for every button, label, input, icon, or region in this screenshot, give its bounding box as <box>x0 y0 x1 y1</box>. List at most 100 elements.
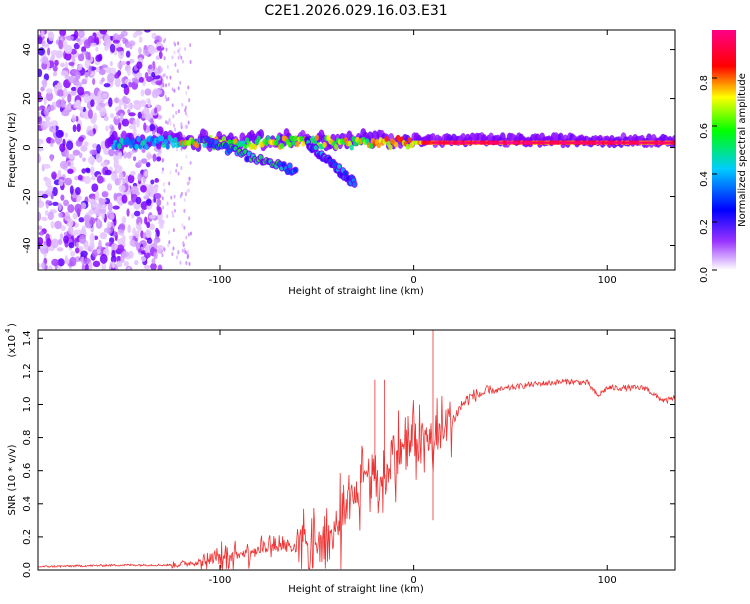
snr-xtick-label: -100 <box>209 575 232 586</box>
spectrogram-noise-cell <box>94 190 100 201</box>
spectrogram-noise-cell <box>172 246 175 251</box>
spectrogram-noise-cell <box>165 97 168 102</box>
spectrogram-noise-cell <box>109 113 115 119</box>
spectrogram-band-halo <box>111 130 118 141</box>
spectrogram-noise-cell <box>60 194 65 201</box>
spectrogram-noise-cell <box>168 181 171 186</box>
spectrogram-band-cell <box>173 137 178 144</box>
spectrogram-noise-cell <box>88 198 96 204</box>
spectrogram-noise-cell <box>63 199 70 207</box>
spectrogram-noise-cell <box>175 147 178 152</box>
spectrogram-noise-cell <box>168 118 171 123</box>
spectrogram-noise-cell <box>178 53 181 58</box>
spectrogram-noise-cell <box>140 89 145 97</box>
spectrogram-noise-cell <box>185 235 188 240</box>
spectrogram-noise-cell <box>136 61 143 70</box>
spectrogram-noise-cell <box>183 208 186 213</box>
spectrogram-noise-cell <box>121 234 126 243</box>
spectrogram-trace-cell <box>343 171 348 176</box>
spectrogram-noise-cell <box>135 196 142 205</box>
spectrogram-noise-cell <box>78 136 85 142</box>
spectrogram-noise-cell <box>168 230 171 235</box>
spectrogram-noise-cell <box>121 216 127 224</box>
spectrogram-noise-cell <box>78 217 85 223</box>
spectrogram-noise-cell <box>74 71 81 80</box>
spectrogram-noise-cell <box>161 170 164 175</box>
spectrogram-noise-cell <box>156 126 164 136</box>
spectrogram-noise-cell <box>187 120 190 125</box>
spectrogram-noise-cell <box>61 110 70 117</box>
spectrogram-noise-cell <box>142 49 150 57</box>
spectrogram-noise-cell <box>151 71 156 78</box>
spectrogram-noise-cell <box>173 194 176 199</box>
spectrogram-band-cell <box>312 139 318 146</box>
spectrogram-noise-cell <box>181 248 184 253</box>
spectrogram-noise-cell <box>64 177 73 186</box>
spectrogram-noise-cell <box>93 36 100 43</box>
spectrogram-noise-cell <box>85 168 91 174</box>
spectrogram-noise-cell <box>85 51 89 60</box>
spectrogram-noise-cell <box>156 45 165 52</box>
spectrogram-noise-cell <box>187 188 190 193</box>
spectrogram-noise-cell <box>157 264 163 270</box>
spectrogram-band-cell <box>376 142 381 149</box>
spectrogram-noise-cell <box>114 72 120 79</box>
spectrogram-noise-cell <box>100 162 108 168</box>
spectrogram-noise-cell <box>64 132 69 138</box>
spectrogram-noise-cell <box>162 182 165 187</box>
spectrogram-noise-cell <box>118 34 125 40</box>
spectrogram-noise-cell <box>73 30 79 40</box>
spectrogram-noise-cell <box>88 92 96 102</box>
spectrogram-noise-cell <box>38 138 42 144</box>
spectrogram-band-cell <box>295 141 300 148</box>
colorbar-ticks: 0.0 0.2 0.4 0.6 0.8 <box>699 75 717 283</box>
spectrogram-noise-cell <box>186 189 189 194</box>
spectrogram-noise-cell <box>153 67 160 76</box>
spectrogram-noise-cell <box>45 177 52 188</box>
spectrogram-band-cell <box>117 143 122 150</box>
spectrogram-noise-cell <box>111 261 116 269</box>
spectrogram-noise-cell <box>143 30 151 33</box>
spectrogram-noise-cell <box>84 71 89 78</box>
spectrogram-noise-cell <box>38 196 42 204</box>
snr-ytick-label: 0.8 <box>22 430 33 446</box>
spectrogram-noise-cell <box>54 59 59 67</box>
spectrogram-noise-cell <box>60 62 65 68</box>
spectrogram-band-cell <box>242 143 248 150</box>
spectrogram-noise-cell <box>87 130 94 137</box>
spectrogram-ytick-label: 0 <box>22 144 33 150</box>
spectrogram-noise-cell <box>52 65 58 72</box>
spectrogram-band-cell <box>368 142 374 149</box>
spectrogram-noise-cell <box>84 263 89 270</box>
spectrogram-noise-cell <box>123 97 131 105</box>
spectrogram-noise-cell <box>144 113 151 121</box>
spectrogram-noise-cell <box>73 229 81 236</box>
spectrogram-noise-cell <box>173 41 176 46</box>
spectrogram-noise-cell <box>187 232 190 237</box>
spectrogram-noise-cell <box>115 115 120 120</box>
spectrogram-noise-cell <box>116 260 123 268</box>
spectrogram-noise-cell <box>55 129 64 138</box>
spectrogram-noise-cell <box>174 62 177 67</box>
spectrogram-noise-cell <box>129 42 133 50</box>
spectrogram-noise-cell <box>38 231 45 236</box>
spectrogram-noise-cell <box>177 55 180 60</box>
spectrogram-noise-cell <box>133 99 141 105</box>
spectrogram-noise-cell <box>133 79 140 84</box>
spectrogram-noise-cell <box>83 39 92 49</box>
spectrogram-noise-cell <box>138 248 142 253</box>
spectrogram-noise-cell <box>131 213 135 219</box>
spectrogram-noise-cell <box>38 236 44 246</box>
spectrogram-noise-cell <box>173 208 176 213</box>
colorbar: 0.0 0.2 0.4 0.6 0.8 Normalized spectral ampl… <box>699 30 748 283</box>
spectrogram-noise-cell <box>133 103 139 110</box>
spectrogram-band-cell <box>233 138 238 145</box>
spectrogram-noise-cell <box>154 88 163 95</box>
spectrogram-trace-cell <box>223 143 228 149</box>
spectrogram-noise-cell <box>156 198 162 207</box>
spectrogram-noise-cell <box>90 99 95 107</box>
spectrogram-carrier-cell <box>672 141 675 144</box>
spectrogram-noise-cell <box>109 43 116 53</box>
spectrogram-noise-cell <box>38 115 43 125</box>
spectrogram-noise-cell <box>58 202 62 211</box>
